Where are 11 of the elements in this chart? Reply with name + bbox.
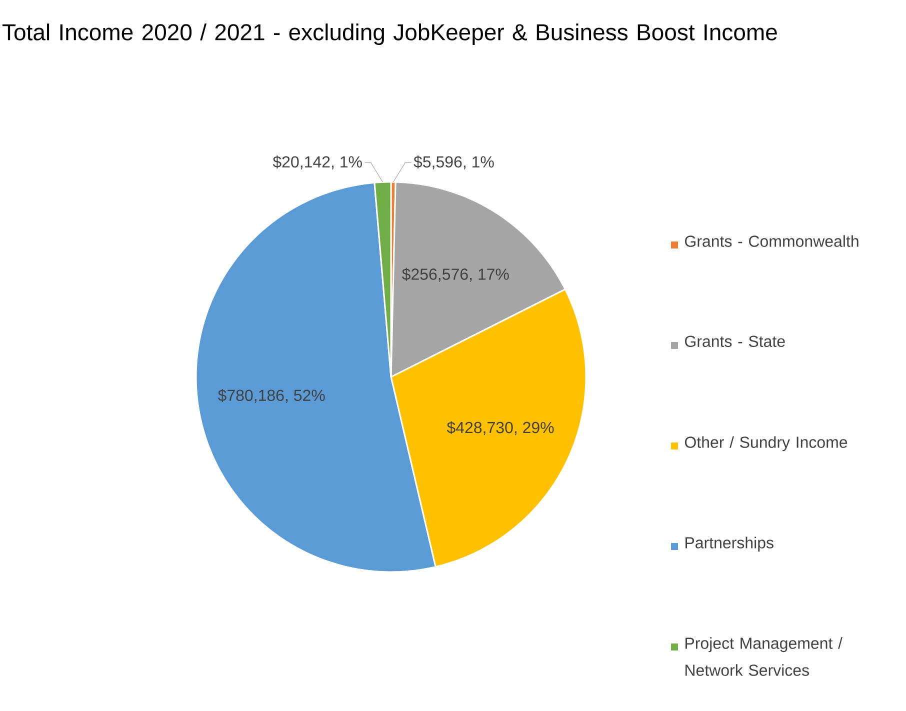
legend-label: Other / Sundry Income (684, 436, 848, 452)
legend-label: Grants - Commonwealth (685, 235, 858, 247)
legend-label: Partnerships (686, 536, 774, 552)
data-label: $20,142, 1% (272, 156, 362, 170)
data-label: $428,730, 29% (446, 421, 554, 436)
legend-label: Project Management / Network Services (686, 637, 842, 676)
data-label: $5,596, 1% (414, 156, 494, 170)
data-label: $256,576, 17% (402, 268, 509, 282)
data-label: $780,186, 52% (218, 389, 325, 403)
legend-label: Grants - State (685, 336, 785, 348)
chart-title: Total Income 2020 / 2021 - excluding JobKeeper & Business Boost Income (2, 24, 777, 45)
